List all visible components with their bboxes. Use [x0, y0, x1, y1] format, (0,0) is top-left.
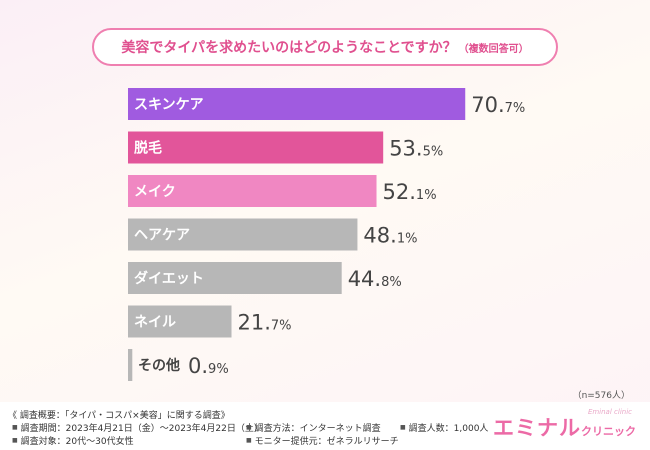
value-label-3: 52.1% — [383, 180, 437, 204]
value-label-1: 70.7% — [471, 93, 525, 117]
title-note: （複数回答可） — [458, 43, 529, 55]
value-label-6: 21.7% — [238, 311, 292, 335]
bar-4 — [128, 218, 358, 251]
survey-respondents: 調査人数：1,000人 — [400, 421, 489, 434]
logo-main-text: エミナル — [493, 416, 581, 440]
logo-sub-text: クリニック — [581, 425, 636, 438]
survey-target: 調査対象：20代～30代女性 — [12, 434, 134, 447]
category-label-2: 脱毛 — [134, 140, 162, 157]
category-label-5: ダイエット — [134, 270, 204, 287]
value-label-7: 0.9% — [188, 354, 229, 378]
bar-3 — [128, 175, 377, 207]
survey-title: 《 調査概要：「タイパ・コスパ×美容」に関する調査》 — [8, 411, 230, 421]
chart-title: 美容でタイパを求めたいのはどのようなことですか？ （複数回答可） — [92, 28, 558, 66]
sample-size-note: （n=576人） — [572, 391, 630, 401]
clinic-logo: エミナルクリニック — [493, 412, 636, 442]
survey-period: 調査期間：2023年4月21日（金）～2023年4月22日（土） — [12, 421, 263, 434]
logo-tagline: Eminal clinic — [587, 408, 632, 416]
value-label-4: 48.1% — [363, 224, 417, 248]
bar-6 — [128, 305, 232, 338]
category-label-4: ヘアケア — [134, 228, 190, 244]
bar-7 — [128, 349, 133, 381]
value-label-5: 44.8% — [348, 267, 402, 291]
category-label-7: その他 — [138, 357, 180, 374]
survey-footer: 《 調査概要：「タイパ・コスパ×美容」に関する調査》 調査期間：2023年4月2… — [0, 402, 650, 450]
category-label-6: ネイル — [134, 315, 176, 331]
bar-5 — [128, 262, 342, 294]
title-question: 美容でタイパを求めたいのはどのようなことですか？ — [121, 40, 457, 56]
survey-method: 調査方法：インターネット調査 — [246, 421, 381, 434]
category-label-3: メイク — [134, 184, 176, 200]
survey-provider: モニター提供元：ゼネラルリサーチ — [246, 434, 399, 447]
value-label-2: 53.5% — [389, 137, 443, 161]
bar-2 — [128, 131, 384, 164]
bar-1 — [128, 88, 466, 120]
category-label-1: スキンケア — [134, 97, 204, 113]
bar-chart: スキンケア 70.7% 脱毛 53.5% メイク 52.1% ヘアケア 48.1% ダイエット 4… — [128, 88, 525, 381]
